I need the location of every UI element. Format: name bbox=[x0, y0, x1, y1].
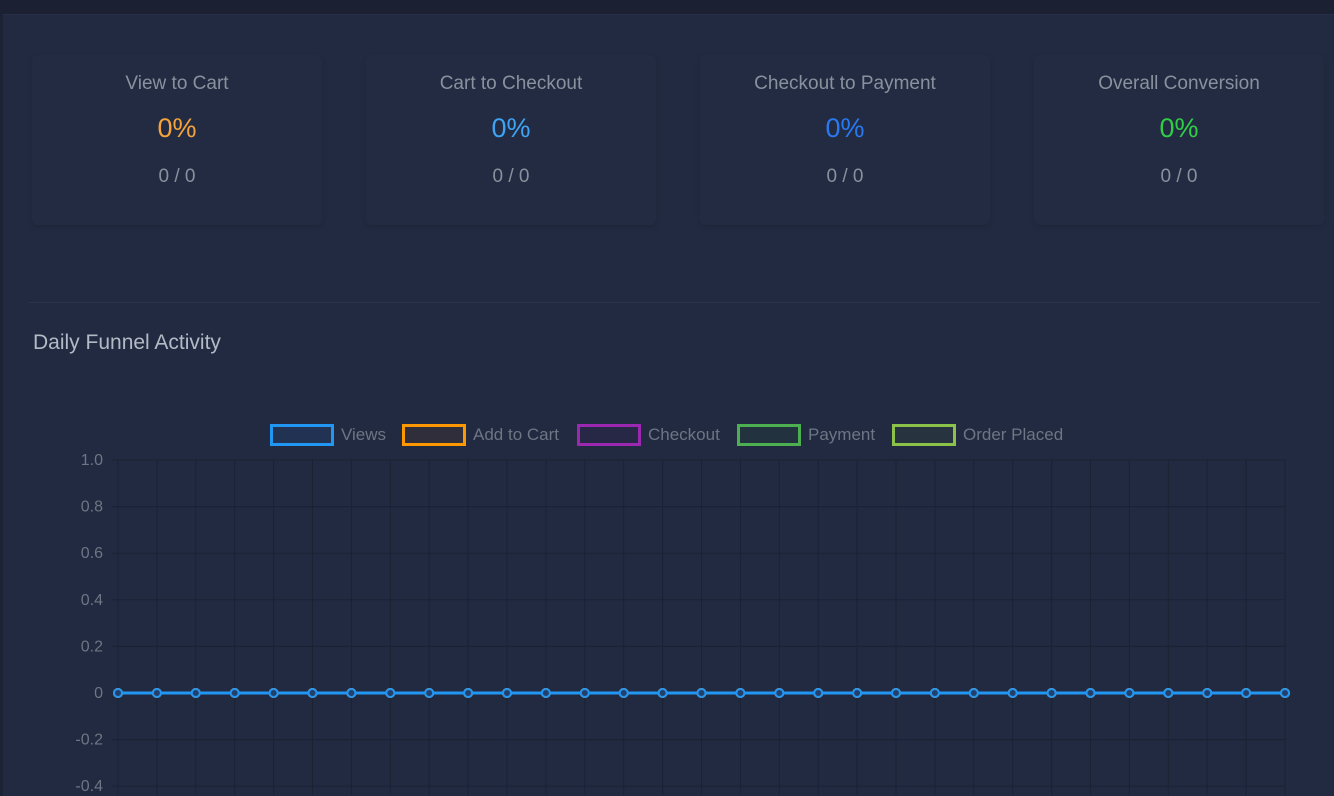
card-value: 0% bbox=[1159, 113, 1199, 143]
data-point bbox=[385, 688, 396, 698]
card-label: Overall Conversion bbox=[1098, 73, 1260, 94]
y-tick-label: 0.4 bbox=[81, 592, 103, 609]
legend-swatch bbox=[892, 424, 956, 446]
card-count: 0 / 0 bbox=[158, 166, 196, 187]
data-point bbox=[307, 688, 318, 698]
card-label: View to Cart bbox=[125, 73, 229, 94]
y-tick-label: 0.2 bbox=[81, 638, 103, 655]
card-label: Checkout to Payment bbox=[754, 73, 936, 94]
data-point bbox=[1163, 688, 1174, 698]
data-point bbox=[1124, 688, 1135, 698]
legend-label: Payment bbox=[808, 425, 876, 444]
data-point bbox=[1280, 688, 1290, 698]
data-point bbox=[618, 688, 629, 698]
y-tick-label: 1.0 bbox=[81, 452, 103, 469]
y-tick-label: -0.4 bbox=[75, 778, 103, 795]
card-cart-to-checkout: Cart to Checkout 0% 0 / 0 bbox=[366, 55, 656, 225]
card-count: 0 / 0 bbox=[826, 166, 864, 187]
legend-swatch bbox=[577, 424, 641, 446]
data-point bbox=[151, 688, 162, 698]
data-point bbox=[696, 688, 707, 698]
card-checkout-to-payment: Checkout to Payment 0% 0 / 0 bbox=[700, 55, 990, 225]
data-point bbox=[1241, 688, 1252, 698]
legend-item-checkout[interactable]: Checkout bbox=[577, 424, 720, 446]
data-point bbox=[540, 688, 551, 698]
data-point bbox=[852, 688, 863, 698]
data-point bbox=[113, 688, 123, 698]
section-title: Daily Funnel Activity bbox=[33, 331, 221, 354]
legend-item-add-to-cart[interactable]: Add to Cart bbox=[402, 424, 559, 446]
legend-swatch bbox=[737, 424, 801, 446]
data-point bbox=[929, 688, 940, 698]
y-tick-label: -0.2 bbox=[75, 732, 103, 749]
chart-legend: Views Add to Cart Checkout Payment Order… bbox=[0, 424, 1334, 446]
legend-label: Views bbox=[341, 425, 387, 444]
data-point bbox=[1046, 688, 1057, 698]
legend-label: Add to Cart bbox=[473, 425, 559, 444]
y-tick-label: 0.6 bbox=[81, 545, 103, 562]
legend-item-payment[interactable]: Payment bbox=[737, 424, 875, 446]
data-point bbox=[229, 688, 240, 698]
card-label: Cart to Checkout bbox=[439, 73, 583, 94]
data-point bbox=[774, 688, 785, 698]
data-point bbox=[813, 688, 824, 698]
card-view-to-cart: View to Cart 0% 0 / 0 bbox=[32, 55, 322, 225]
card-count: 0 / 0 bbox=[1160, 166, 1198, 187]
y-tick-label: 0.8 bbox=[81, 499, 103, 516]
data-point bbox=[268, 688, 279, 698]
card-count: 0 / 0 bbox=[492, 166, 530, 187]
data-point bbox=[190, 688, 201, 698]
divider bbox=[28, 302, 1320, 303]
legend-label: Order Placed bbox=[963, 425, 1064, 444]
data-point bbox=[579, 688, 590, 698]
card-value: 0% bbox=[491, 113, 531, 143]
data-point bbox=[735, 688, 746, 698]
data-point bbox=[463, 688, 474, 698]
legend-swatch bbox=[270, 424, 334, 446]
legend-swatch bbox=[402, 424, 466, 446]
data-point bbox=[502, 688, 512, 698]
legend-item-views[interactable]: Views bbox=[270, 424, 386, 446]
y-tick-label: 0 bbox=[94, 685, 103, 702]
data-point bbox=[424, 688, 435, 698]
data-point bbox=[1202, 688, 1213, 698]
data-point bbox=[346, 688, 357, 698]
top-bar bbox=[0, 0, 1334, 14]
data-point bbox=[1085, 688, 1096, 698]
card-overall-conversion: Overall Conversion 0% 0 / 0 bbox=[1034, 55, 1324, 225]
card-value: 0% bbox=[825, 113, 865, 143]
data-point bbox=[891, 688, 901, 698]
data-point bbox=[1007, 688, 1018, 698]
data-point bbox=[657, 688, 668, 698]
legend-item-order-placed[interactable]: Order Placed bbox=[892, 424, 1063, 446]
data-point bbox=[968, 688, 979, 698]
card-value: 0% bbox=[157, 113, 197, 143]
legend-label: Checkout bbox=[648, 425, 720, 444]
